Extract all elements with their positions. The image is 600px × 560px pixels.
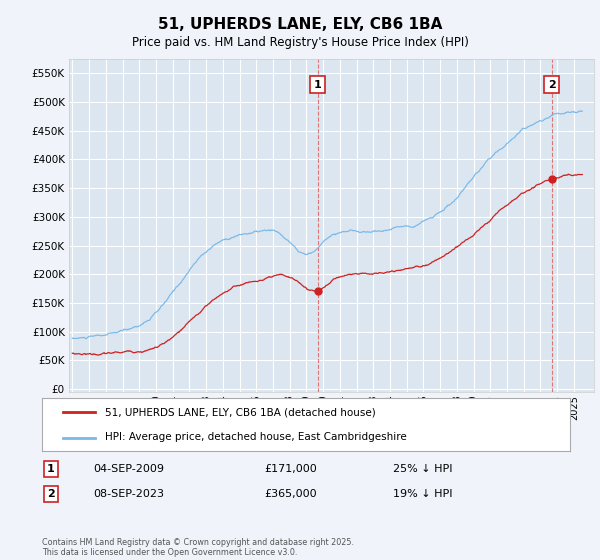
Text: 1: 1 xyxy=(314,80,322,90)
Text: Contains HM Land Registry data © Crown copyright and database right 2025.
This d: Contains HM Land Registry data © Crown c… xyxy=(42,538,354,557)
Text: 1: 1 xyxy=(47,464,55,474)
Text: 19% ↓ HPI: 19% ↓ HPI xyxy=(393,489,452,499)
Text: 04-SEP-2009: 04-SEP-2009 xyxy=(93,464,164,474)
Text: 25% ↓ HPI: 25% ↓ HPI xyxy=(393,464,452,474)
Text: 51, UPHERDS LANE, ELY, CB6 1BA (detached house): 51, UPHERDS LANE, ELY, CB6 1BA (detached… xyxy=(106,408,376,418)
Text: £171,000: £171,000 xyxy=(264,464,317,474)
Text: £365,000: £365,000 xyxy=(264,489,317,499)
Text: HPI: Average price, detached house, East Cambridgeshire: HPI: Average price, detached house, East… xyxy=(106,432,407,442)
Text: 2: 2 xyxy=(47,489,55,499)
Text: 2: 2 xyxy=(548,80,556,90)
Text: 08-SEP-2023: 08-SEP-2023 xyxy=(93,489,164,499)
Text: Price paid vs. HM Land Registry's House Price Index (HPI): Price paid vs. HM Land Registry's House … xyxy=(131,36,469,49)
Text: 51, UPHERDS LANE, ELY, CB6 1BA: 51, UPHERDS LANE, ELY, CB6 1BA xyxy=(158,17,442,32)
